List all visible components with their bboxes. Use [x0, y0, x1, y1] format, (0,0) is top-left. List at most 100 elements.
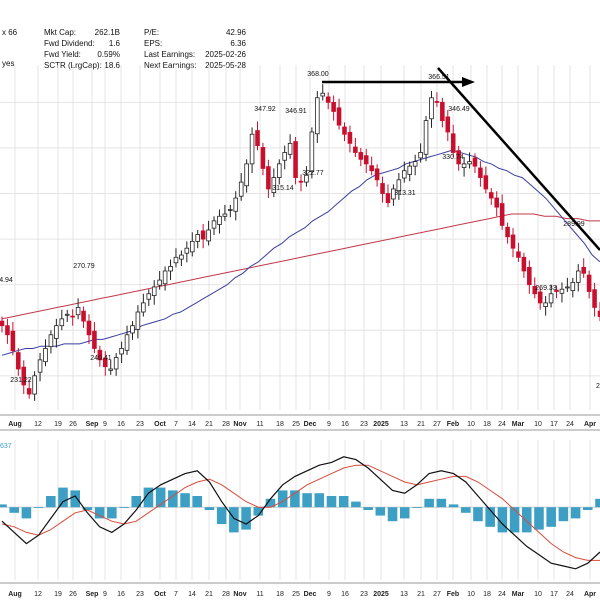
- histogram-bar: [46, 496, 56, 508]
- histogram-bar: [387, 507, 398, 522]
- header-fragment-1: x 66: [2, 28, 18, 37]
- candle-body: [298, 180, 304, 183]
- x-axis-bottom: Aug 12 19 26 Sep 9 16 23 Oct 7 14 21 28 Nov 11 18 25 Dec 9…: [8, 591, 596, 598]
- histogram-bar: [583, 507, 593, 510]
- candle-body: [325, 96, 331, 103]
- x-axis-tick-label: 24: [498, 591, 506, 598]
- candle-body: [206, 229, 211, 242]
- candle-body: [396, 179, 402, 192]
- candle-body: [347, 132, 353, 144]
- candle-body: [467, 161, 472, 165]
- x-axis-tick-label: 27: [433, 591, 441, 598]
- x-axis-tick-label: Sep: [86, 421, 99, 428]
- x-axis-tick-label: 19: [54, 421, 62, 428]
- candle-body: [200, 230, 206, 240]
- histogram-bar: [155, 487, 166, 508]
- candle-body: [48, 334, 54, 348]
- histogram-bar: [546, 507, 556, 527]
- candle-body: [293, 141, 298, 178]
- stat-label-pe: P/E:: [144, 28, 159, 37]
- x-axis-tick-label: 18: [483, 421, 491, 428]
- stat-label-eps: EPS:: [144, 39, 162, 48]
- candle-body: [418, 152, 423, 159]
- ma50-path: [1, 149, 600, 356]
- x-axis-tick-label: Aug: [8, 591, 22, 598]
- candle-body: [505, 226, 510, 238]
- stat-label-lastearn: Last Earnings:: [144, 50, 195, 59]
- candle-body: [483, 175, 489, 190]
- x-axis-tick-label: 16: [341, 591, 349, 598]
- candles: [0, 84, 600, 401]
- candle-body: [282, 152, 287, 161]
- x-axis-tick-label: 23: [136, 421, 144, 428]
- x-axis-tick-label: 18: [276, 421, 284, 428]
- candle-body: [217, 215, 222, 225]
- x-axis-tick-label: Dec: [304, 421, 317, 428]
- candle-body: [440, 101, 445, 121]
- price-annotation: 2: [596, 383, 600, 390]
- x-axis-tick-label: 10: [534, 421, 542, 428]
- stat-value-eps: 6.36: [230, 39, 246, 48]
- price-annotation: 240.41: [90, 355, 112, 362]
- candle-body: [434, 101, 440, 103]
- x-axis-tick-label: 23: [136, 591, 144, 598]
- macd-line: [1, 456, 600, 570]
- x-axis-tick-label: 10: [467, 591, 475, 598]
- candle-body: [54, 325, 59, 339]
- x-axis-tick-label: 11: [256, 421, 263, 428]
- histogram-bar: [448, 504, 459, 508]
- x-axis-tick-label: Feb: [447, 591, 459, 598]
- x-axis-tick-label: 16: [117, 591, 125, 598]
- histogram-bar: [363, 507, 373, 510]
- histogram-bar: [82, 507, 93, 510]
- histogram-bar: [290, 490, 300, 508]
- histogram-bar: [180, 493, 190, 508]
- histogram-bar: [534, 507, 544, 530]
- candle-body: [271, 177, 277, 193]
- candle-body: [141, 302, 146, 313]
- candle-body: [380, 183, 385, 194]
- price-annotation: 313.31: [394, 190, 416, 197]
- x-axis-tick-label: Apr: [584, 591, 596, 598]
- x-axis-tick-label: 21: [205, 591, 213, 598]
- candle-body: [429, 97, 434, 120]
- x-axis-tick-label: 26: [69, 591, 77, 598]
- stat-label-fwddiv: Fwd Dividend:: [44, 39, 95, 48]
- price-annotation: 289.99: [563, 221, 585, 228]
- histogram-bar: [412, 507, 422, 508]
- candle-body: [16, 352, 21, 370]
- histogram-bar: [229, 507, 239, 533]
- trendlines: [322, 67, 600, 251]
- x-axis-tick-label: 24: [566, 591, 574, 598]
- candle-body: [570, 281, 576, 291]
- histogram-bar: [558, 507, 569, 522]
- x-axis-tick-label: 9: [103, 421, 107, 428]
- price-annotation: 270.79: [73, 263, 95, 270]
- histogram-bar: [0, 504, 7, 508]
- candle-body: [0, 320, 5, 327]
- x-axis-tick-label: 12: [34, 591, 42, 598]
- candle-body: [461, 163, 467, 168]
- candle-body: [157, 279, 162, 286]
- candle-body: [195, 234, 200, 242]
- candle-body: [543, 302, 548, 307]
- candle-body: [5, 325, 10, 336]
- histogram-bar: [473, 507, 483, 522]
- macd-indicator-label: 637: [0, 443, 12, 450]
- candle-body: [189, 240, 195, 253]
- candle-body: [222, 213, 228, 217]
- candle-body: [581, 266, 586, 274]
- candle-body: [369, 165, 374, 172]
- histogram-bar: [265, 498, 276, 508]
- histogram-bar: [521, 507, 532, 533]
- x-axis-tick-label: Oct: [154, 421, 166, 428]
- candle-body: [391, 188, 396, 200]
- candle-body: [592, 289, 597, 308]
- price-annotation: 346.49: [448, 106, 470, 113]
- x-axis-tick-label: Nov: [233, 591, 246, 598]
- candle-body: [86, 320, 92, 336]
- histogram-bar: [9, 507, 19, 513]
- candle-body: [548, 293, 554, 304]
- candle-body: [119, 348, 124, 355]
